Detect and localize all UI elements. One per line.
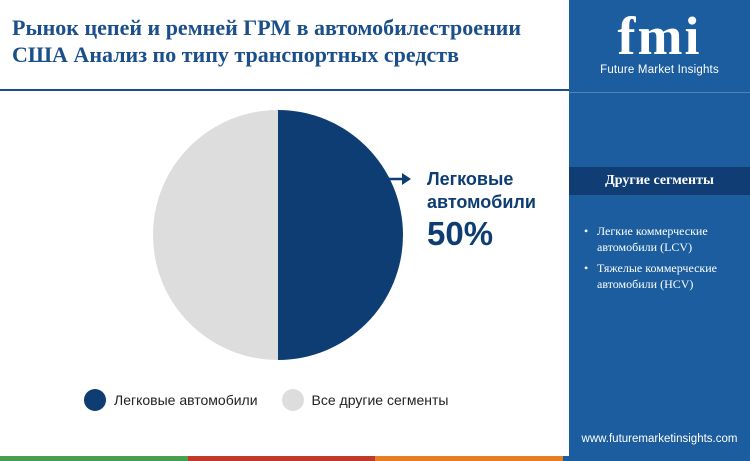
- chart-legend: Легковые автомобили Все другие сегменты: [84, 389, 472, 411]
- fmi-logo: fmi Future Market Insights: [569, 6, 750, 86]
- logo-letters: fmi: [617, 6, 702, 66]
- callout-value: 50%: [427, 215, 494, 252]
- callout-label: Легковые автомобили: [427, 169, 536, 212]
- website-link[interactable]: www.futuremarketinsights.com: [581, 433, 738, 445]
- legend-label: Все другие сегменты: [311, 392, 449, 408]
- pie-slice-0: [278, 110, 403, 360]
- title-divider: [0, 89, 569, 91]
- bottom-bar-segment: [0, 456, 188, 461]
- other-segment-item: Тяжелые коммерческие автомобили (HCV): [580, 260, 740, 292]
- legend-swatch: [281, 389, 304, 411]
- other-segments-list: Легкие коммерческие автомобили (LCV) Тяж…: [580, 223, 740, 297]
- legend-label: Легковые автомобили: [114, 392, 258, 408]
- page-title: Рынок цепей и ремней ГРМ в автомобилестр…: [12, 15, 522, 67]
- pie-chart: [153, 110, 411, 360]
- legend-item-others: Все другие сегменты: [281, 389, 449, 411]
- bottom-bar-segment: [562, 456, 750, 461]
- bottom-color-bar: [0, 456, 750, 461]
- legend-item-passenger: Легковые автомобили: [84, 389, 258, 411]
- callout-arrow-head: [402, 173, 411, 185]
- other-segments-heading: Другие сегменты: [569, 167, 750, 195]
- logo-subtitle: Future Market Insights: [600, 64, 719, 76]
- logo-divider: [569, 92, 750, 93]
- other-segment-item: Легкие коммерческие автомобили (LCV): [580, 223, 740, 255]
- pie-slice-1: [153, 110, 278, 360]
- bottom-bar-segment: [375, 456, 563, 461]
- legend-swatch: [84, 389, 106, 411]
- bottom-bar-segment: [187, 456, 375, 461]
